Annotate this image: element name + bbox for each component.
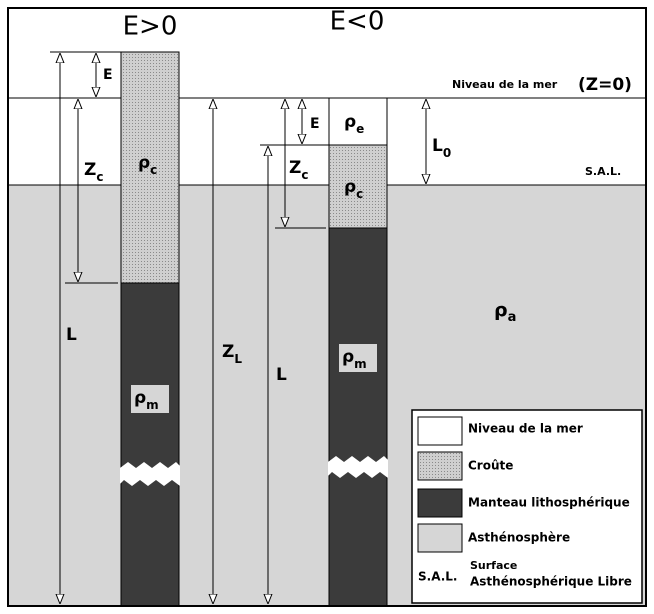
- legend-label: S.A.L.: [418, 570, 457, 584]
- legend-label: Croûte: [468, 459, 513, 473]
- symbol: ρc: [138, 153, 157, 177]
- legend-swatch: [417, 488, 463, 518]
- crust: [120, 51, 180, 284]
- legend: Niveau de la mer Croûte Manteau lithosph…: [411, 409, 643, 604]
- symbol: L: [66, 325, 77, 345]
- symbol: ρm: [134, 388, 159, 412]
- legend-label: Manteau lithosphérique: [468, 496, 630, 510]
- symbol-base: Z: [222, 342, 234, 362]
- symbol: ρa: [494, 299, 516, 326]
- z0-label: (Z=0): [578, 75, 632, 95]
- symbol-sub: e: [356, 122, 364, 136]
- symbol: ρc: [344, 177, 363, 201]
- symbol: Zc: [289, 158, 308, 182]
- symbol-base: L: [432, 136, 443, 156]
- mantle: [120, 282, 180, 607]
- symbol-base: Z: [84, 160, 96, 180]
- symbol: E: [310, 116, 320, 132]
- symbol-sub: m: [146, 398, 159, 412]
- legend-swatch: [417, 523, 463, 553]
- legend-label: Niveau de la mer: [468, 422, 583, 436]
- symbol: Zc: [84, 160, 103, 184]
- label-bg: [339, 344, 377, 372]
- symbol-base: ρ: [138, 153, 150, 173]
- symbol: ZL: [222, 342, 242, 366]
- legend-swatch: [417, 416, 463, 446]
- crust: [328, 144, 388, 229]
- symbol: ρm: [342, 347, 367, 371]
- break: [328, 456, 388, 478]
- symbol-base: Z: [289, 158, 301, 178]
- header: E<0: [330, 7, 385, 37]
- symbol-sub: c: [96, 170, 103, 184]
- legend-swatch: [417, 451, 463, 481]
- legend-label: Surface: [470, 559, 517, 572]
- symbol-sub: a: [508, 310, 517, 325]
- legend-label: Asthénosphérique Libre: [470, 575, 632, 589]
- symbol: ρe: [344, 112, 364, 136]
- symbol-base: ρ: [494, 299, 508, 321]
- label-bg: [131, 385, 169, 413]
- symbol: L: [276, 365, 287, 385]
- mantle: [328, 227, 388, 607]
- frame: [7, 7, 647, 607]
- symbol-sub: L: [234, 352, 242, 366]
- symbol-sub: m: [354, 357, 367, 371]
- sal-label: S.A.L.: [585, 165, 621, 178]
- legend-label: Asthénosphère: [468, 531, 570, 545]
- sea-level-label: Niveau de la mer: [452, 78, 558, 91]
- symbol-base: ρ: [134, 388, 146, 408]
- symbol-sub: c: [150, 163, 157, 177]
- water: [328, 97, 388, 146]
- break: [120, 462, 180, 486]
- symbol-base: ρ: [342, 347, 354, 367]
- symbol: L0: [432, 136, 451, 160]
- symbol-sub: 0: [443, 146, 451, 160]
- symbol-sub: c: [301, 168, 308, 182]
- symbol: E: [103, 67, 113, 83]
- header: E>0: [123, 12, 178, 42]
- symbol-base: ρ: [344, 112, 356, 132]
- symbol-base: ρ: [344, 177, 356, 197]
- symbol-sub: c: [356, 187, 363, 201]
